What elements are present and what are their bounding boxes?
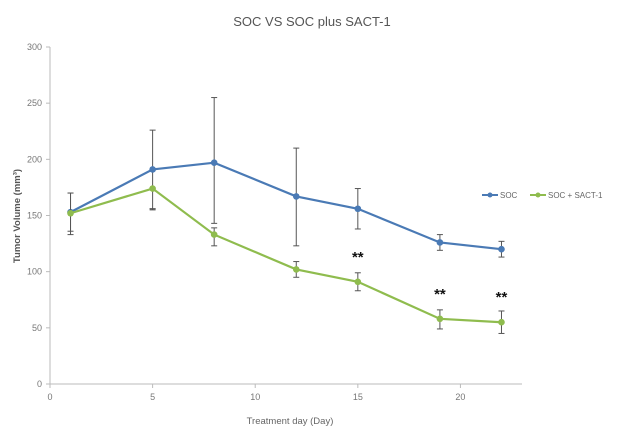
data-point: [210, 159, 218, 167]
x-tick-label: 20: [455, 392, 465, 402]
x-tick-label: 15: [353, 392, 363, 402]
y-tick-label: 300: [27, 42, 42, 52]
data-point: [354, 205, 362, 213]
data-point: [436, 315, 444, 323]
data-point: [498, 245, 505, 253]
data-point: [292, 266, 300, 273]
y-tick-label: 200: [27, 154, 42, 164]
significance-annotation: **: [434, 286, 446, 303]
x-tick-label: 0: [47, 392, 52, 402]
data-point: [210, 231, 218, 238]
data-point: [149, 185, 156, 192]
significance-annotation: **: [352, 249, 364, 266]
chart-title: SOC VS SOC plus SACT-1: [233, 14, 391, 29]
series-line: [70, 161, 502, 251]
y-tick-label: 150: [27, 211, 42, 221]
data-point: [292, 193, 300, 200]
x-tick-label: 10: [250, 392, 260, 402]
legend-marker: [487, 192, 493, 198]
data-point: [149, 166, 156, 173]
y-axis-label: Tumor Volume (mm³): [12, 169, 23, 263]
significance-annotation: **: [496, 289, 508, 306]
x-tick-label: 5: [150, 392, 155, 402]
series-1: [67, 97, 505, 258]
data-point: [67, 209, 74, 217]
data-point: [354, 278, 362, 286]
legend-label: SOC + SACT-1: [548, 191, 603, 200]
y-tick-label: 250: [27, 98, 42, 108]
data-point: [498, 318, 505, 326]
legend-marker: [535, 192, 541, 198]
data-point: [436, 239, 444, 246]
series-2: [67, 185, 505, 334]
y-tick-label: 50: [32, 323, 42, 333]
y-tick-label: 100: [27, 267, 42, 277]
y-tick-label: 0: [37, 379, 42, 389]
x-axis-label: Treatment day (Day): [247, 416, 334, 427]
legend-label: SOC: [500, 191, 518, 200]
